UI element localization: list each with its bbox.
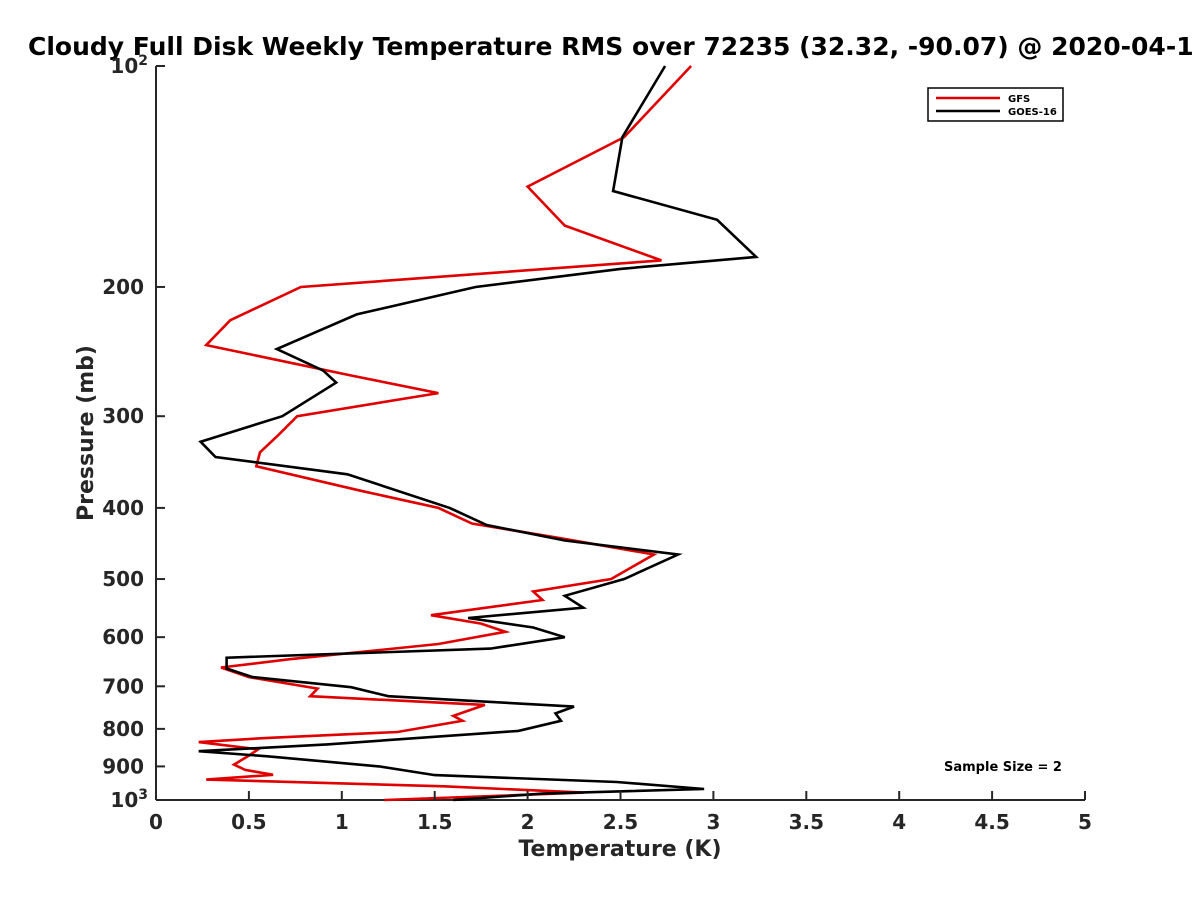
x-tick-label: 3 [706,810,720,834]
x-tick-label: 5 [1078,810,1092,834]
x-axis-label: Temperature (K) [518,837,721,862]
x-tick-label: 1 [335,810,349,834]
x-tick-label: 4 [892,810,906,834]
legend-box [927,87,1064,122]
y-tick-label: 200 [102,275,144,299]
plot-area [155,66,1085,801]
legend-label: GOES-16 [1008,107,1057,118]
x-tick-label: 4.5 [974,810,1009,834]
x-tick-label: 1.5 [417,810,452,834]
y-tick-label: 900 [102,754,144,778]
series-line-gfs [198,65,693,802]
y-tick-label: 500 [102,567,144,591]
y-tick-label: 103 [110,787,148,812]
chart-title: Cloudy Full Disk Weekly Temperature RMS … [28,32,1194,61]
x-tick-label: 2 [521,810,535,834]
y-axis-label: Pressure (mb) [74,345,99,521]
y-tick-label: 400 [102,496,144,520]
series-layer [198,65,760,802]
series-line-goes-16 [198,65,760,802]
y-tick-label: 102 [110,53,148,78]
x-tick-label: 3.5 [789,810,824,834]
sample-size-annotation: Sample Size = 2 [944,760,1062,775]
y-axis: 102 200 300 400 500 600 700 800 900 103 [102,53,165,812]
y-tick-label: 300 [102,404,144,428]
x-tick-label: 0.5 [231,810,266,834]
x-axis: 0 0.5 1 1.5 2 2.5 3 3.5 4 4.5 5 [149,791,1092,834]
y-tick-label: 800 [102,717,144,741]
x-tick-label: 0 [149,810,163,834]
x-tick-label: 2.5 [603,810,638,834]
y-tick-label: 700 [102,674,144,698]
y-tick-label: 600 [102,625,144,649]
legend-label: GFS [1008,94,1030,105]
legend: GFS GOES-16 [927,87,1064,122]
